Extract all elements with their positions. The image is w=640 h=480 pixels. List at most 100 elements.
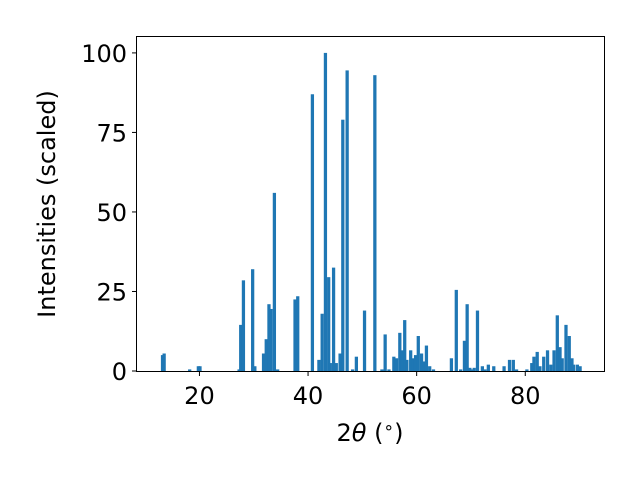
bar <box>334 363 338 371</box>
bar <box>350 369 355 371</box>
y-tick-label: 50 <box>96 199 127 227</box>
bar <box>424 345 429 371</box>
bar <box>383 334 387 371</box>
bar <box>549 364 553 371</box>
y-tick-label: 100 <box>81 40 127 68</box>
bar <box>239 324 243 371</box>
bar <box>380 369 384 371</box>
bar <box>552 350 556 371</box>
bar <box>276 369 280 371</box>
bar <box>511 359 515 371</box>
bar <box>373 75 377 372</box>
bar <box>492 366 496 371</box>
bar <box>387 369 391 371</box>
bar <box>269 308 273 371</box>
bar <box>394 358 399 371</box>
bar <box>320 313 324 371</box>
bar <box>398 332 402 371</box>
y-tick-label: 75 <box>96 119 127 147</box>
bar <box>261 353 266 371</box>
bar <box>160 355 165 371</box>
bar <box>409 350 413 371</box>
bar <box>555 315 559 371</box>
bar <box>465 304 469 371</box>
bar <box>405 359 409 371</box>
bar <box>560 358 564 371</box>
bar <box>188 369 192 371</box>
bar <box>530 363 534 371</box>
bar <box>542 356 546 371</box>
x-tick-label: 40 <box>293 382 324 410</box>
bar <box>411 358 416 371</box>
x-tick-label: 60 <box>401 382 432 410</box>
bar <box>545 350 550 371</box>
x-tick-label: 20 <box>184 382 215 410</box>
bar <box>567 336 571 371</box>
plot-frame <box>136 36 605 372</box>
bar <box>449 358 454 371</box>
bar <box>475 310 480 371</box>
bar <box>532 356 536 371</box>
bar <box>310 94 315 371</box>
x-axis-label: 2θ (∘) <box>337 418 404 447</box>
y-tick-label: 25 <box>96 278 127 306</box>
bar <box>403 320 407 371</box>
bar <box>162 353 166 371</box>
bar <box>422 361 426 371</box>
bar <box>428 366 432 371</box>
bar <box>327 277 331 371</box>
bar <box>338 353 342 371</box>
bar <box>538 366 542 371</box>
bar <box>578 366 582 371</box>
bar <box>413 355 418 371</box>
bars-group <box>160 52 582 372</box>
bar <box>362 310 367 371</box>
bar <box>525 369 529 371</box>
bar <box>419 353 424 371</box>
x-tick-label: 80 <box>510 382 541 410</box>
bar <box>454 289 458 371</box>
bar <box>480 366 484 371</box>
bar <box>196 366 200 371</box>
bar <box>431 369 436 371</box>
bar <box>416 336 420 371</box>
bar <box>575 364 580 371</box>
bar <box>267 304 271 371</box>
ticks-group: 20 40 60 80 0 25 50 75 100 <box>81 40 540 410</box>
bar <box>535 351 539 371</box>
bar <box>317 359 321 371</box>
bar <box>400 350 405 371</box>
bar <box>328 363 332 371</box>
y-tick-label: 0 <box>112 358 127 386</box>
bar <box>483 369 487 371</box>
bar <box>472 367 476 371</box>
bar <box>293 299 297 371</box>
bar <box>241 280 246 371</box>
bar <box>459 369 463 371</box>
bar <box>470 369 474 371</box>
bar <box>392 356 396 371</box>
bar <box>296 296 300 371</box>
bar <box>251 269 255 371</box>
bar <box>502 366 506 371</box>
bar <box>571 364 576 371</box>
bar <box>468 367 472 371</box>
bar <box>331 267 336 371</box>
bar <box>564 324 568 371</box>
bar <box>253 366 257 371</box>
bar <box>354 356 359 371</box>
bar <box>345 70 349 372</box>
bar <box>198 366 202 371</box>
bar <box>264 339 268 371</box>
bar <box>272 192 277 371</box>
bar <box>507 359 512 371</box>
bar <box>462 340 467 371</box>
bar <box>558 347 562 371</box>
bar <box>514 369 519 371</box>
bar <box>486 364 490 371</box>
bar <box>341 119 345 371</box>
bar <box>323 52 328 372</box>
y-axis-label: Intensities (scaled) <box>33 90 61 318</box>
